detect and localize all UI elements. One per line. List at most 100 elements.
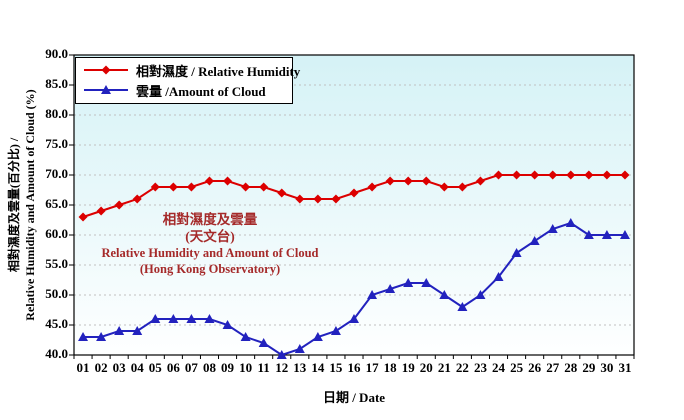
x-tick-label: 19: [401, 360, 415, 375]
cloud-marker: [330, 326, 341, 335]
x-tick-label: 05: [148, 360, 162, 375]
humidity-marker: [331, 194, 341, 204]
x-tick-label: 15: [329, 360, 343, 375]
cloud-marker: [457, 302, 468, 311]
y-tick-label: 85.0: [45, 76, 68, 92]
y-tick-label: 45.0: [45, 316, 68, 332]
cloud-marker: [421, 278, 432, 287]
x-tick-label: 22: [455, 360, 469, 375]
humidity-legend-sample-svg: [84, 65, 128, 75]
x-tick-label: 07: [184, 360, 198, 375]
humidity-marker: [204, 176, 214, 186]
y-tick-label: 90.0: [45, 46, 68, 62]
cloud-marker: [475, 290, 486, 299]
cloud-marker: [186, 314, 197, 323]
humidity-marker: [584, 170, 594, 180]
x-tick-label: 14: [311, 360, 325, 375]
humidity-marker: [403, 176, 413, 186]
cloud-marker: [439, 290, 450, 299]
cloud-marker: [385, 284, 396, 293]
cloud-marker: [511, 248, 522, 257]
y-tick-label: 60.0: [45, 226, 68, 242]
humidity-marker: [421, 176, 431, 186]
cloud-marker: [114, 326, 125, 335]
x-tick-label: 08: [202, 360, 216, 375]
humidity-marker: [313, 194, 323, 204]
annotation-line4: (Hong Kong Observatory): [139, 262, 281, 276]
cloud-marker: [583, 230, 594, 239]
legend-item-cloud: 雲量 /Amount of Cloud: [76, 80, 292, 100]
cloud-series-marker-icon: [84, 83, 128, 97]
humidity-marker: [223, 176, 233, 186]
x-tick-label: 01: [76, 360, 90, 375]
x-tick-label: 29: [582, 360, 596, 375]
cloud-marker: [276, 350, 287, 359]
y-tick-label: 40.0: [45, 346, 68, 362]
x-tick-label: 31: [618, 360, 632, 375]
humidity-marker: [475, 176, 485, 186]
humidity-marker: [548, 170, 558, 180]
x-tick-label: 25: [510, 360, 524, 375]
humidity-marker: [186, 182, 196, 192]
cloud-marker: [204, 314, 215, 323]
humidity-marker: [530, 170, 540, 180]
cloud-marker: [168, 314, 179, 323]
humidity-marker: [620, 170, 630, 180]
cloud-marker: [312, 332, 323, 341]
y-tick-label: 65.0: [45, 196, 68, 212]
humidity-marker: [494, 170, 504, 180]
y-tick-label: 80.0: [45, 106, 68, 122]
humidity-marker: [132, 194, 142, 204]
humidity-marker: [439, 182, 449, 192]
legend-label-humidity: 相對濕度 / Relative Humidity: [136, 63, 301, 79]
y-tick-label: 75.0: [45, 136, 68, 152]
cloud-marker: [565, 218, 576, 227]
y-tick-label: 70.0: [45, 166, 68, 182]
annotation-line3: Relative Humidity and Amount of Cloud: [101, 246, 319, 260]
cloud-marker: [240, 332, 251, 341]
x-tick-label: 17: [365, 360, 379, 375]
humidity-marker: [349, 188, 359, 198]
x-tick-label: 18: [383, 360, 397, 375]
cloud-marker: [132, 326, 143, 335]
humidity-marker: [114, 200, 124, 210]
humidity-marker: [602, 170, 612, 180]
cloud-marker: [349, 314, 359, 323]
legend-label-cloud: 雲量 /Amount of Cloud: [136, 83, 266, 99]
x-tick-label: 11: [257, 360, 270, 375]
cloud-marker: [547, 224, 558, 233]
humidity-marker: [78, 212, 88, 222]
cloud-marker: [403, 278, 414, 287]
x-axis-title: 日期 / Date: [322, 390, 386, 405]
legend-item-humidity: 相對濕度 / Relative Humidity: [76, 60, 300, 80]
annotation-line2: (天文台): [185, 229, 235, 244]
cloud-legend-sample-svg: [84, 85, 128, 94]
humidity-marker: [295, 194, 305, 204]
humidity-marker: [259, 182, 269, 192]
humidity-marker: [512, 170, 522, 180]
cloud-marker: [367, 290, 378, 299]
cloud-marker: [601, 230, 612, 239]
y-tick-label: 55.0: [45, 256, 68, 272]
cloud-marker: [222, 320, 233, 329]
chart-title-annotation: 相對濕度及雲量 (天文台) Relative Humidity and Amou…: [96, 211, 324, 277]
x-tick-label: 10: [239, 360, 253, 375]
cloud-marker: [78, 332, 89, 341]
humidity-marker: [150, 182, 160, 192]
humidity-marker: [367, 182, 377, 192]
x-tick-label: 09: [221, 360, 235, 375]
humidity-marker: [168, 182, 178, 192]
x-tick-label: 12: [275, 360, 289, 375]
x-tick-label: 04: [130, 360, 144, 375]
y-tick-label: 50.0: [45, 286, 68, 302]
humidity-marker: [241, 182, 251, 192]
x-tick-label: 23: [473, 360, 487, 375]
x-tick-label: 30: [600, 360, 614, 375]
humidity-marker: [277, 188, 287, 198]
x-tick-label: 20: [419, 360, 433, 375]
humidity-series-marker-icon: [84, 63, 128, 77]
legend: 相對濕度 / Relative Humidity 雲量 /Amount of C…: [75, 57, 300, 104]
cloud-marker: [258, 338, 269, 347]
